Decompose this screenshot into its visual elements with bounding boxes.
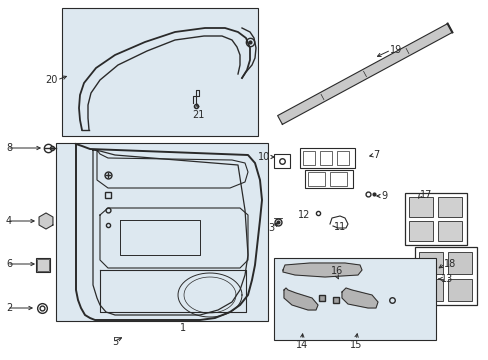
Text: 14: 14 bbox=[295, 340, 307, 350]
Bar bbox=[36, 258, 50, 272]
Text: 13: 13 bbox=[440, 274, 452, 284]
Bar bbox=[447, 252, 471, 274]
Text: 5: 5 bbox=[112, 337, 118, 347]
Bar bbox=[62, 8, 258, 136]
Bar bbox=[408, 197, 432, 217]
Text: 11: 11 bbox=[333, 222, 346, 232]
Text: 16: 16 bbox=[330, 266, 343, 276]
Bar bbox=[273, 258, 435, 340]
Bar bbox=[37, 259, 49, 271]
Bar bbox=[404, 193, 466, 245]
Text: 20: 20 bbox=[45, 75, 58, 85]
Bar bbox=[56, 143, 267, 321]
Text: 10: 10 bbox=[257, 152, 269, 162]
Bar bbox=[319, 151, 331, 165]
Text: 7: 7 bbox=[372, 150, 379, 160]
Bar bbox=[336, 151, 348, 165]
Bar bbox=[447, 279, 471, 301]
Bar bbox=[418, 252, 442, 274]
Polygon shape bbox=[341, 288, 377, 308]
Bar bbox=[414, 247, 476, 305]
Text: 12: 12 bbox=[297, 210, 309, 220]
Polygon shape bbox=[39, 213, 53, 229]
Text: 8: 8 bbox=[6, 143, 12, 153]
Text: 1: 1 bbox=[180, 323, 185, 333]
Polygon shape bbox=[284, 288, 317, 310]
Bar bbox=[307, 172, 325, 186]
Text: 21: 21 bbox=[191, 110, 204, 120]
Text: 19: 19 bbox=[389, 45, 402, 55]
Text: 4: 4 bbox=[6, 216, 12, 226]
Bar bbox=[418, 279, 442, 301]
Bar bbox=[329, 172, 346, 186]
Bar bbox=[299, 148, 354, 168]
Text: 9: 9 bbox=[380, 191, 386, 201]
Bar bbox=[273, 154, 289, 168]
Bar bbox=[437, 197, 461, 217]
Text: 2: 2 bbox=[6, 303, 12, 313]
Bar bbox=[305, 170, 352, 188]
Bar bbox=[408, 221, 432, 241]
Text: 3: 3 bbox=[267, 223, 273, 233]
Text: 18: 18 bbox=[443, 259, 455, 269]
Polygon shape bbox=[283, 263, 361, 277]
Text: 17: 17 bbox=[419, 190, 431, 200]
Text: 6: 6 bbox=[6, 259, 12, 269]
Bar bbox=[303, 151, 314, 165]
Text: 15: 15 bbox=[349, 340, 362, 350]
Polygon shape bbox=[277, 24, 451, 125]
Bar bbox=[437, 221, 461, 241]
